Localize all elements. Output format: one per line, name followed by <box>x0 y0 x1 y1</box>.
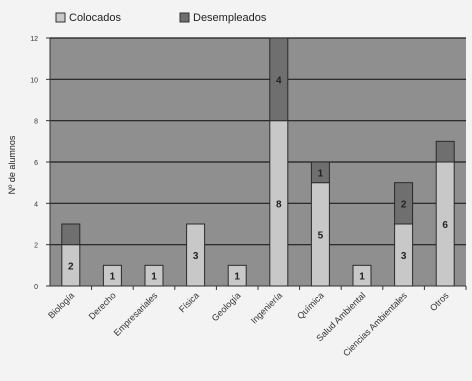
y-tick-label: 8 <box>34 119 38 126</box>
plot-area: 0246810122Biología1Derecho1Empresariales… <box>30 36 467 358</box>
data-label-desempleados-8: 2 <box>401 199 407 210</box>
legend-label-desempleados: Desempleados <box>193 12 267 24</box>
bar-desempleados-6 <box>310 161 330 184</box>
data-label-desempleados-5: 4 <box>276 75 282 86</box>
bar-colocados-3 <box>186 223 206 287</box>
category-label: Derecho <box>87 290 118 321</box>
bar-desempleados-0 <box>61 223 81 246</box>
data-label-colocados-6: 5 <box>318 230 324 241</box>
bar-colocados-4 <box>227 264 247 287</box>
bar-colocados-2 <box>144 264 164 287</box>
legend-swatch-colocados <box>55 12 66 23</box>
data-label-desempleados-6: 1 <box>318 168 324 179</box>
category-label: Otros <box>428 290 451 313</box>
bar-desempleados-9 <box>435 140 455 163</box>
y-tick-label: 12 <box>30 36 38 43</box>
legend: Colocados Desempleados <box>55 12 267 24</box>
data-label-colocados-4: 1 <box>234 272 240 283</box>
category-label: Geología <box>210 290 243 323</box>
legend-label-colocados: Colocados <box>69 12 121 24</box>
legend-swatch-desempleados <box>179 12 190 23</box>
bar-colocados-1 <box>102 264 122 287</box>
category-label: Ingeniería <box>249 290 284 325</box>
y-tick-label: 0 <box>34 284 38 291</box>
data-label-colocados-3: 3 <box>193 251 199 262</box>
data-label-colocados-5: 8 <box>276 199 282 210</box>
data-label-colocados-1: 1 <box>110 272 116 283</box>
category-label: Química <box>295 290 326 321</box>
category-label: Empresariales <box>112 290 160 338</box>
data-label-colocados-0: 2 <box>68 261 74 272</box>
y-axis-title: Nº de alumnos <box>7 135 17 194</box>
y-tick-label: 2 <box>34 243 38 250</box>
y-tick-label: 6 <box>34 160 38 167</box>
data-label-colocados-9: 6 <box>442 220 448 231</box>
category-label: Física <box>177 290 201 314</box>
category-label: Biología <box>46 290 76 320</box>
data-label-colocados-2: 1 <box>151 272 157 283</box>
y-tick-label: 10 <box>30 77 38 84</box>
y-tick-label: 4 <box>34 201 38 208</box>
data-label-colocados-8: 3 <box>401 251 407 262</box>
bar-desempleados-5 <box>269 37 289 122</box>
data-label-colocados-7: 1 <box>359 272 365 283</box>
bar-desempleados-8 <box>394 182 414 225</box>
bar-colocados-7 <box>352 264 372 287</box>
